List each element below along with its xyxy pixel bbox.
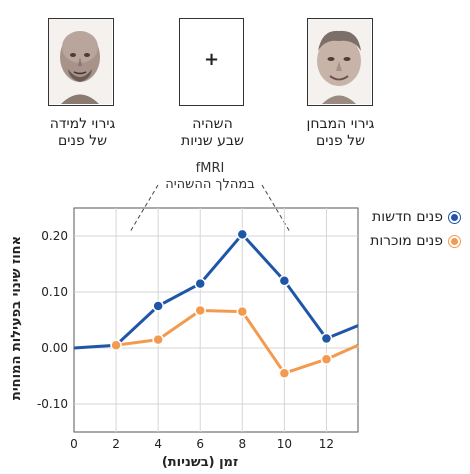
data-point-series-1 bbox=[320, 353, 333, 365]
delay-caption: השהיה שבע שניות bbox=[160, 116, 265, 150]
y-axis-label: אחוז שינוי בפעילות המוחית bbox=[9, 236, 24, 400]
fmri-label-line1: fMRI bbox=[195, 161, 225, 176]
data-point-series-0 bbox=[152, 300, 164, 312]
data-point-series-0 bbox=[278, 275, 291, 287]
series-line-0 bbox=[73, 232, 359, 350]
legend-item-new-faces: פנים חדשות bbox=[370, 208, 460, 226]
chart-legend: פנים חדשות פנים מוכרות bbox=[370, 208, 460, 256]
x-tick-label: 0 bbox=[70, 437, 78, 451]
x-tick-label: 12 bbox=[319, 437, 334, 451]
fmri-label: fMRI במהלך ההשהיה bbox=[150, 161, 270, 193]
test-face-stimulus bbox=[307, 18, 373, 106]
learning-stimulus-caption: גירוי למידה של פנים bbox=[30, 116, 135, 150]
man-face-icon bbox=[308, 19, 371, 104]
fixation-cross-icon: + bbox=[203, 49, 220, 70]
learning-caption-line1: גירוי למידה bbox=[49, 116, 116, 132]
legend-item-familiar-faces: פנים מוכרות bbox=[370, 232, 460, 250]
legend-label-new-faces: פנים חדשות bbox=[372, 209, 443, 225]
y-tick-label: 0.20 bbox=[41, 229, 68, 243]
legend-label-familiar-faces: פנים מוכרות bbox=[370, 233, 443, 249]
learning-caption-line2: של פנים bbox=[57, 133, 108, 149]
fmri-connector-left bbox=[129, 184, 159, 233]
data-point-series-1 bbox=[110, 339, 122, 351]
y-tick-label: -0.10 bbox=[37, 397, 68, 411]
data-point-series-1 bbox=[278, 367, 291, 379]
y-tick-label: 0.10 bbox=[41, 285, 68, 299]
data-point-series-0 bbox=[320, 332, 333, 345]
delay-caption-line1: השהיה bbox=[192, 116, 233, 132]
data-point-series-1 bbox=[194, 304, 206, 317]
test-caption-line2: של פנים bbox=[315, 133, 366, 149]
x-tick-label: 2 bbox=[112, 437, 120, 451]
x-tick-label: 6 bbox=[196, 437, 204, 451]
learning-face-stimulus bbox=[48, 18, 114, 106]
data-point-series-0 bbox=[236, 228, 249, 241]
delay-caption-line2: שבע שניות bbox=[181, 133, 244, 149]
test-caption-line1: גירוי המבחן bbox=[306, 116, 375, 132]
fmri-connector-right bbox=[261, 184, 291, 233]
x-tick-label: 8 bbox=[238, 437, 246, 451]
plot-frame bbox=[73, 207, 359, 433]
bald-man-face-icon bbox=[49, 19, 112, 104]
x-tick-label: 10 bbox=[277, 437, 292, 451]
legend-marker-familiar-faces bbox=[449, 235, 460, 247]
fmri-label-line2: במהלך ההשהיה bbox=[165, 177, 255, 192]
y-tick-label: 0.00 bbox=[41, 341, 68, 355]
delay-fixation-stimulus: + bbox=[179, 18, 244, 106]
x-tick-label: 4 bbox=[154, 437, 162, 451]
data-point-series-1 bbox=[236, 305, 249, 318]
test-stimulus-caption: גירוי המבחן של פנים bbox=[288, 116, 393, 150]
data-point-series-1 bbox=[152, 333, 164, 346]
legend-marker-new-faces bbox=[449, 211, 460, 223]
series-line-1 bbox=[115, 308, 359, 375]
data-point-series-0 bbox=[194, 277, 206, 290]
x-axis-label: זמן (בשניות) bbox=[162, 455, 238, 470]
